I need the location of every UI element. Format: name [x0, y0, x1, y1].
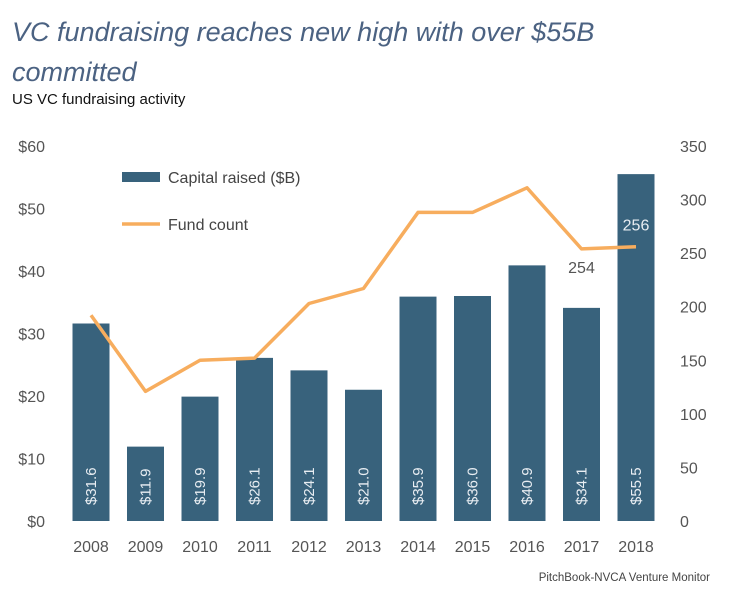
left-axis-tick: $40 — [18, 264, 45, 281]
left-axis-tick: $60 — [18, 139, 45, 156]
left-axis-tick: $20 — [18, 389, 45, 406]
bar — [181, 396, 219, 521]
x-axis-tick: 2014 — [400, 539, 436, 556]
x-axis-tick: 2015 — [455, 539, 491, 556]
chart-title: VC fundraising reaches new high with ove… — [12, 17, 595, 87]
legend-label: Capital raised ($B) — [168, 170, 301, 187]
bar — [72, 323, 110, 521]
bar — [563, 307, 600, 521]
bar — [127, 446, 164, 521]
x-axis-tick: 2018 — [618, 539, 654, 556]
right-axis-tick: 250 — [680, 246, 707, 263]
right-axis-tick: 300 — [680, 193, 707, 210]
bar-data-label: $35.9 — [410, 467, 427, 505]
bar-data-label: $40.9 — [519, 467, 536, 505]
x-axis-tick: 2011 — [237, 539, 272, 556]
x-axis-tick: 2016 — [509, 539, 545, 556]
left-axis-tick: $0 — [27, 514, 45, 531]
x-axis-tick: 2017 — [564, 539, 600, 556]
bar-data-label: $31.6 — [83, 467, 100, 505]
bar-data-label: $34.1 — [574, 467, 591, 505]
x-axis-tick: 2009 — [128, 539, 164, 556]
right-axis-tick: 0 — [680, 514, 689, 531]
bar-data-label: $21.0 — [356, 467, 373, 505]
bar — [454, 296, 491, 521]
bar — [345, 389, 382, 521]
bar-data-label: $19.9 — [192, 467, 209, 505]
bar-data-label: $36.0 — [465, 467, 482, 505]
right-axis-tick: 50 — [680, 460, 698, 477]
left-axis-tick: $50 — [18, 202, 45, 219]
bar — [290, 370, 328, 521]
bar — [508, 265, 546, 521]
right-axis-tick: 200 — [680, 300, 707, 317]
right-axis-tick: 350 — [680, 139, 707, 156]
x-axis-tick: 2013 — [346, 539, 382, 556]
chart-subtitle: US VC fundraising activity — [12, 91, 186, 108]
left-axis-tick: $30 — [18, 327, 45, 344]
right-axis-tick: 100 — [680, 407, 707, 424]
right-axis-tick: 150 — [680, 353, 707, 370]
bar — [399, 296, 437, 521]
x-axis-tick: 2012 — [291, 539, 327, 556]
legend-label: Fund count — [168, 217, 249, 234]
x-axis-tick: 2010 — [182, 539, 218, 556]
x-axis-tick: 2008 — [73, 539, 109, 556]
bar-data-label: $55.5 — [628, 467, 645, 505]
bar-data-label: $11.9 — [138, 469, 155, 505]
left-axis-tick: $10 — [18, 452, 45, 469]
bar — [617, 174, 655, 521]
fund-count-label: 256 — [623, 218, 650, 235]
bar-data-label: $24.1 — [301, 467, 318, 505]
fund-count-label: 254 — [568, 260, 595, 277]
bar-data-label: $26.1 — [247, 467, 264, 505]
legend-bar-swatch — [122, 172, 160, 182]
source-note: PitchBook-NVCA Venture Monitor — [538, 572, 710, 584]
bar — [236, 357, 273, 521]
